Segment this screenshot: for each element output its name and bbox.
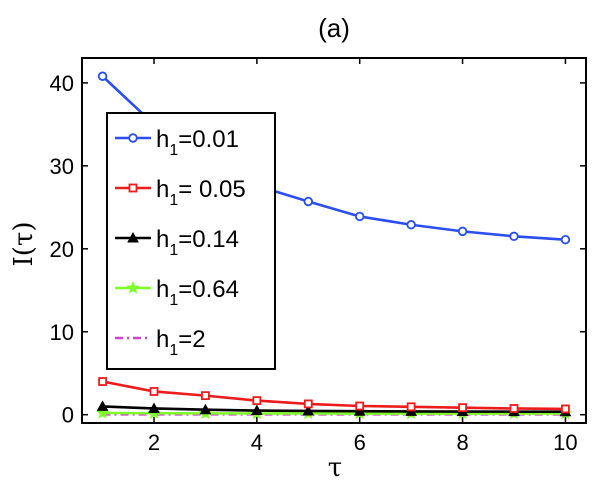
- x-tick-label: 2: [148, 430, 160, 455]
- data-point: [457, 226, 468, 237]
- data-point: [199, 403, 212, 415]
- legend-label: h1=2: [156, 326, 206, 359]
- series-line: [102, 380, 566, 411]
- legend-entry: h1=0.64: [115, 276, 239, 309]
- data-point: [353, 405, 366, 416]
- plot-frame: [81, 57, 587, 424]
- data-point: [201, 391, 210, 401]
- data-point: [303, 196, 313, 207]
- legend-label: h1=0.01: [156, 126, 239, 159]
- legend: h1=0.01 h1= 0.05 h1=0.14 h1=0.64 h1=2: [106, 112, 276, 370]
- y-tick-label: 0: [62, 403, 74, 428]
- x-tick-label: 6: [354, 430, 366, 455]
- series-line: [102, 405, 566, 414]
- data-point: [509, 404, 519, 413]
- legend-label: h1= 0.05: [156, 176, 246, 209]
- legend-marker: [127, 231, 139, 243]
- data-point: [98, 377, 107, 386]
- y-tick-label: 20: [50, 237, 74, 262]
- data-point: [406, 402, 416, 412]
- data-point: [561, 404, 570, 414]
- data-point: [97, 71, 108, 81]
- series-layer: [95, 71, 573, 420]
- data-point: [509, 231, 519, 242]
- data-point: [302, 404, 315, 416]
- legend-entry: h1=2: [115, 326, 206, 359]
- y-tick-label: 40: [50, 71, 74, 96]
- data-point: [95, 405, 110, 419]
- x-tick-label: 8: [456, 430, 468, 455]
- legend-entry: h1=0.01: [115, 126, 239, 159]
- data-point: [251, 404, 263, 416]
- legend-entry: h1=0.14: [115, 226, 239, 259]
- y-tick-label: 30: [50, 154, 74, 179]
- data-point: [149, 387, 159, 396]
- chart-title: (a): [318, 13, 350, 43]
- data-point: [560, 234, 571, 245]
- data-point: [406, 220, 416, 230]
- y-tick-label: 10: [50, 320, 74, 345]
- data-point: [355, 401, 365, 411]
- legend-entry: h1= 0.05: [115, 176, 246, 209]
- legend-marker: [128, 133, 138, 143]
- series-line: [102, 411, 566, 415]
- legend-label: h1=0.64: [156, 276, 239, 309]
- x-tick-label: 10: [553, 430, 577, 455]
- data-point: [303, 399, 313, 409]
- legend-label: h1=0.14: [156, 226, 239, 259]
- x-axis-label: τ: [328, 453, 342, 483]
- series-h1= 0.05: [98, 377, 570, 414]
- data-point: [96, 400, 109, 411]
- x-tick-label: 4: [251, 430, 263, 455]
- data-point: [252, 396, 262, 406]
- legend-marker: [126, 280, 140, 294]
- data-point: [458, 403, 467, 413]
- legend-marker: [128, 183, 138, 193]
- y-axis-label: I(τ): [9, 222, 39, 267]
- data-point: [148, 402, 160, 413]
- data-point: [355, 211, 365, 222]
